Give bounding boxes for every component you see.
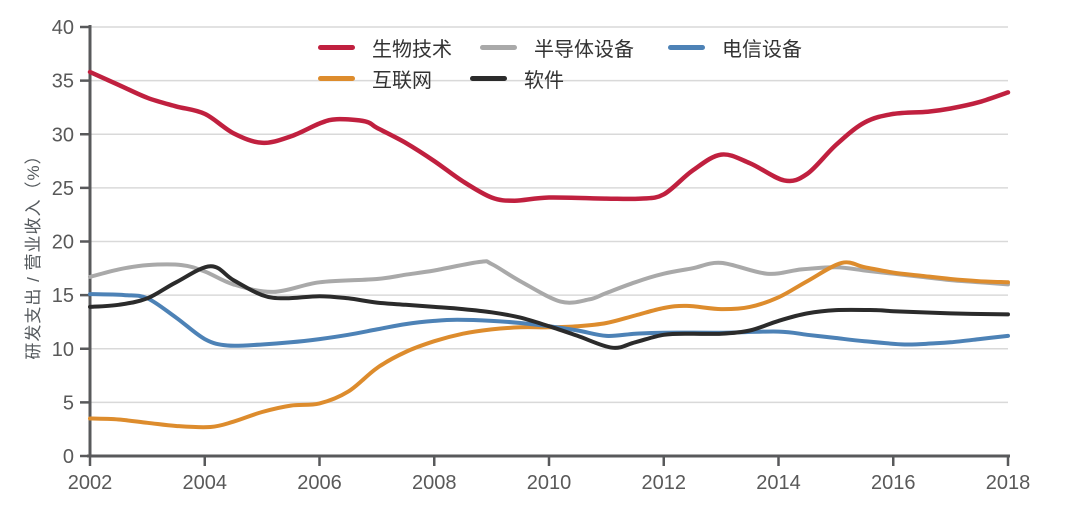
legend-swatch-internet-icon (318, 75, 355, 81)
svg-text:2010: 2010 (527, 472, 572, 494)
svg-text:2006: 2006 (297, 472, 342, 494)
legend-swatch-telecom-icon (668, 44, 705, 50)
y-axis-ticks: 0 5 10 15 20 25 30 35 40 (52, 17, 89, 468)
svg-text:40: 40 (52, 17, 74, 39)
y-axis-title: 研发支出 / 营业收入（%） (24, 146, 43, 360)
legend-item-biotech: 生物技术 (318, 33, 452, 61)
svg-text:5: 5 (63, 392, 74, 414)
svg-text:20: 20 (52, 232, 74, 254)
legend-item-telecom: 电信设备 (668, 33, 802, 61)
legend-label-semiconductor: 半导体设备 (534, 38, 634, 61)
svg-text:2004: 2004 (183, 472, 228, 494)
svg-text:2016: 2016 (871, 472, 916, 494)
legend-label-telecom: 电信设备 (722, 38, 802, 61)
legend-item-software: 软件 (470, 64, 564, 92)
svg-text:2014: 2014 (756, 472, 801, 494)
legend-item-semiconductor: 半导体设备 (480, 33, 634, 61)
svg-text:15: 15 (52, 285, 74, 307)
svg-text:2002: 2002 (68, 472, 113, 494)
legend-label-internet: 互联网 (372, 69, 432, 92)
legend-label-biotech: 生物技术 (372, 38, 452, 61)
x-axis-ticks: 2002 2004 2006 2008 2010 2012 2014 2016 2018 (68, 457, 1031, 494)
svg-text:0: 0 (63, 446, 74, 468)
legend-swatch-semiconductor-icon (480, 44, 517, 50)
legend-item-internet: 互联网 (318, 64, 432, 92)
svg-text:25: 25 (52, 178, 74, 200)
svg-text:35: 35 (52, 71, 74, 93)
legend-swatch-biotech-icon (318, 44, 355, 50)
svg-text:2008: 2008 (412, 472, 457, 494)
legend-label-software: 软件 (524, 69, 564, 92)
svg-text:30: 30 (52, 124, 74, 146)
axes (87, 25, 1010, 458)
series-lines (87, 69, 1011, 430)
svg-text:10: 10 (52, 339, 74, 361)
legend-swatch-software-icon (470, 75, 507, 81)
svg-text:2012: 2012 (642, 472, 687, 494)
svg-text:2018: 2018 (986, 472, 1031, 494)
